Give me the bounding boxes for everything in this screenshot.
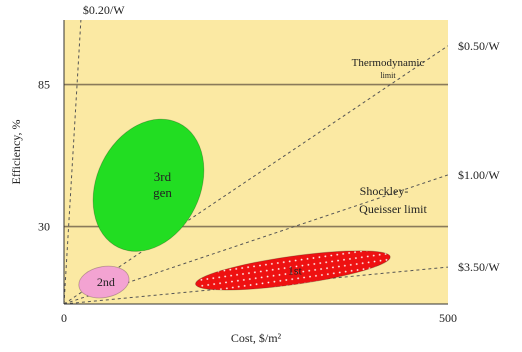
cost-per-watt-label: $1.00/W: [458, 168, 500, 182]
technology-region: [78, 265, 130, 299]
cost-per-watt-line: [64, 45, 448, 304]
limit-labels: Thermodynamic limit Shockley- Queisser limi…: [352, 57, 428, 216]
region-label: 2nd: [97, 275, 115, 289]
region-label: 3rd: [154, 169, 172, 184]
region-label: 1st: [288, 263, 303, 277]
limit-label: Thermodynamic: [352, 57, 425, 69]
cost-per-watt-label: $0.20/W: [83, 3, 125, 17]
y-tick-label: 30: [38, 220, 50, 234]
limit-label: limit: [380, 71, 396, 80]
cost-per-watt-label: $3.50/W: [458, 260, 500, 274]
y-tick-label: 85: [38, 78, 50, 92]
cost-per-watt-label: $0.50/W: [458, 39, 500, 53]
x-axis-label: Cost, $/m²: [231, 331, 282, 345]
limit-label: Queisser limit: [359, 202, 427, 216]
x-tick-label: 500: [439, 311, 457, 325]
x-tick-label: 0: [61, 311, 67, 325]
axes: 0 500 30 85 Cost, $/m² Efficiency, %: [9, 20, 457, 345]
cost-per-watt-labels: $0.20/W $0.50/W $1.00/W $3.50/W: [83, 3, 500, 274]
y-axis-label: Efficiency, %: [9, 120, 23, 185]
technology-region: [92, 118, 205, 252]
technology-region: [195, 250, 391, 291]
region-label: gen: [153, 185, 172, 200]
limit-label: Shockley-: [360, 184, 409, 198]
